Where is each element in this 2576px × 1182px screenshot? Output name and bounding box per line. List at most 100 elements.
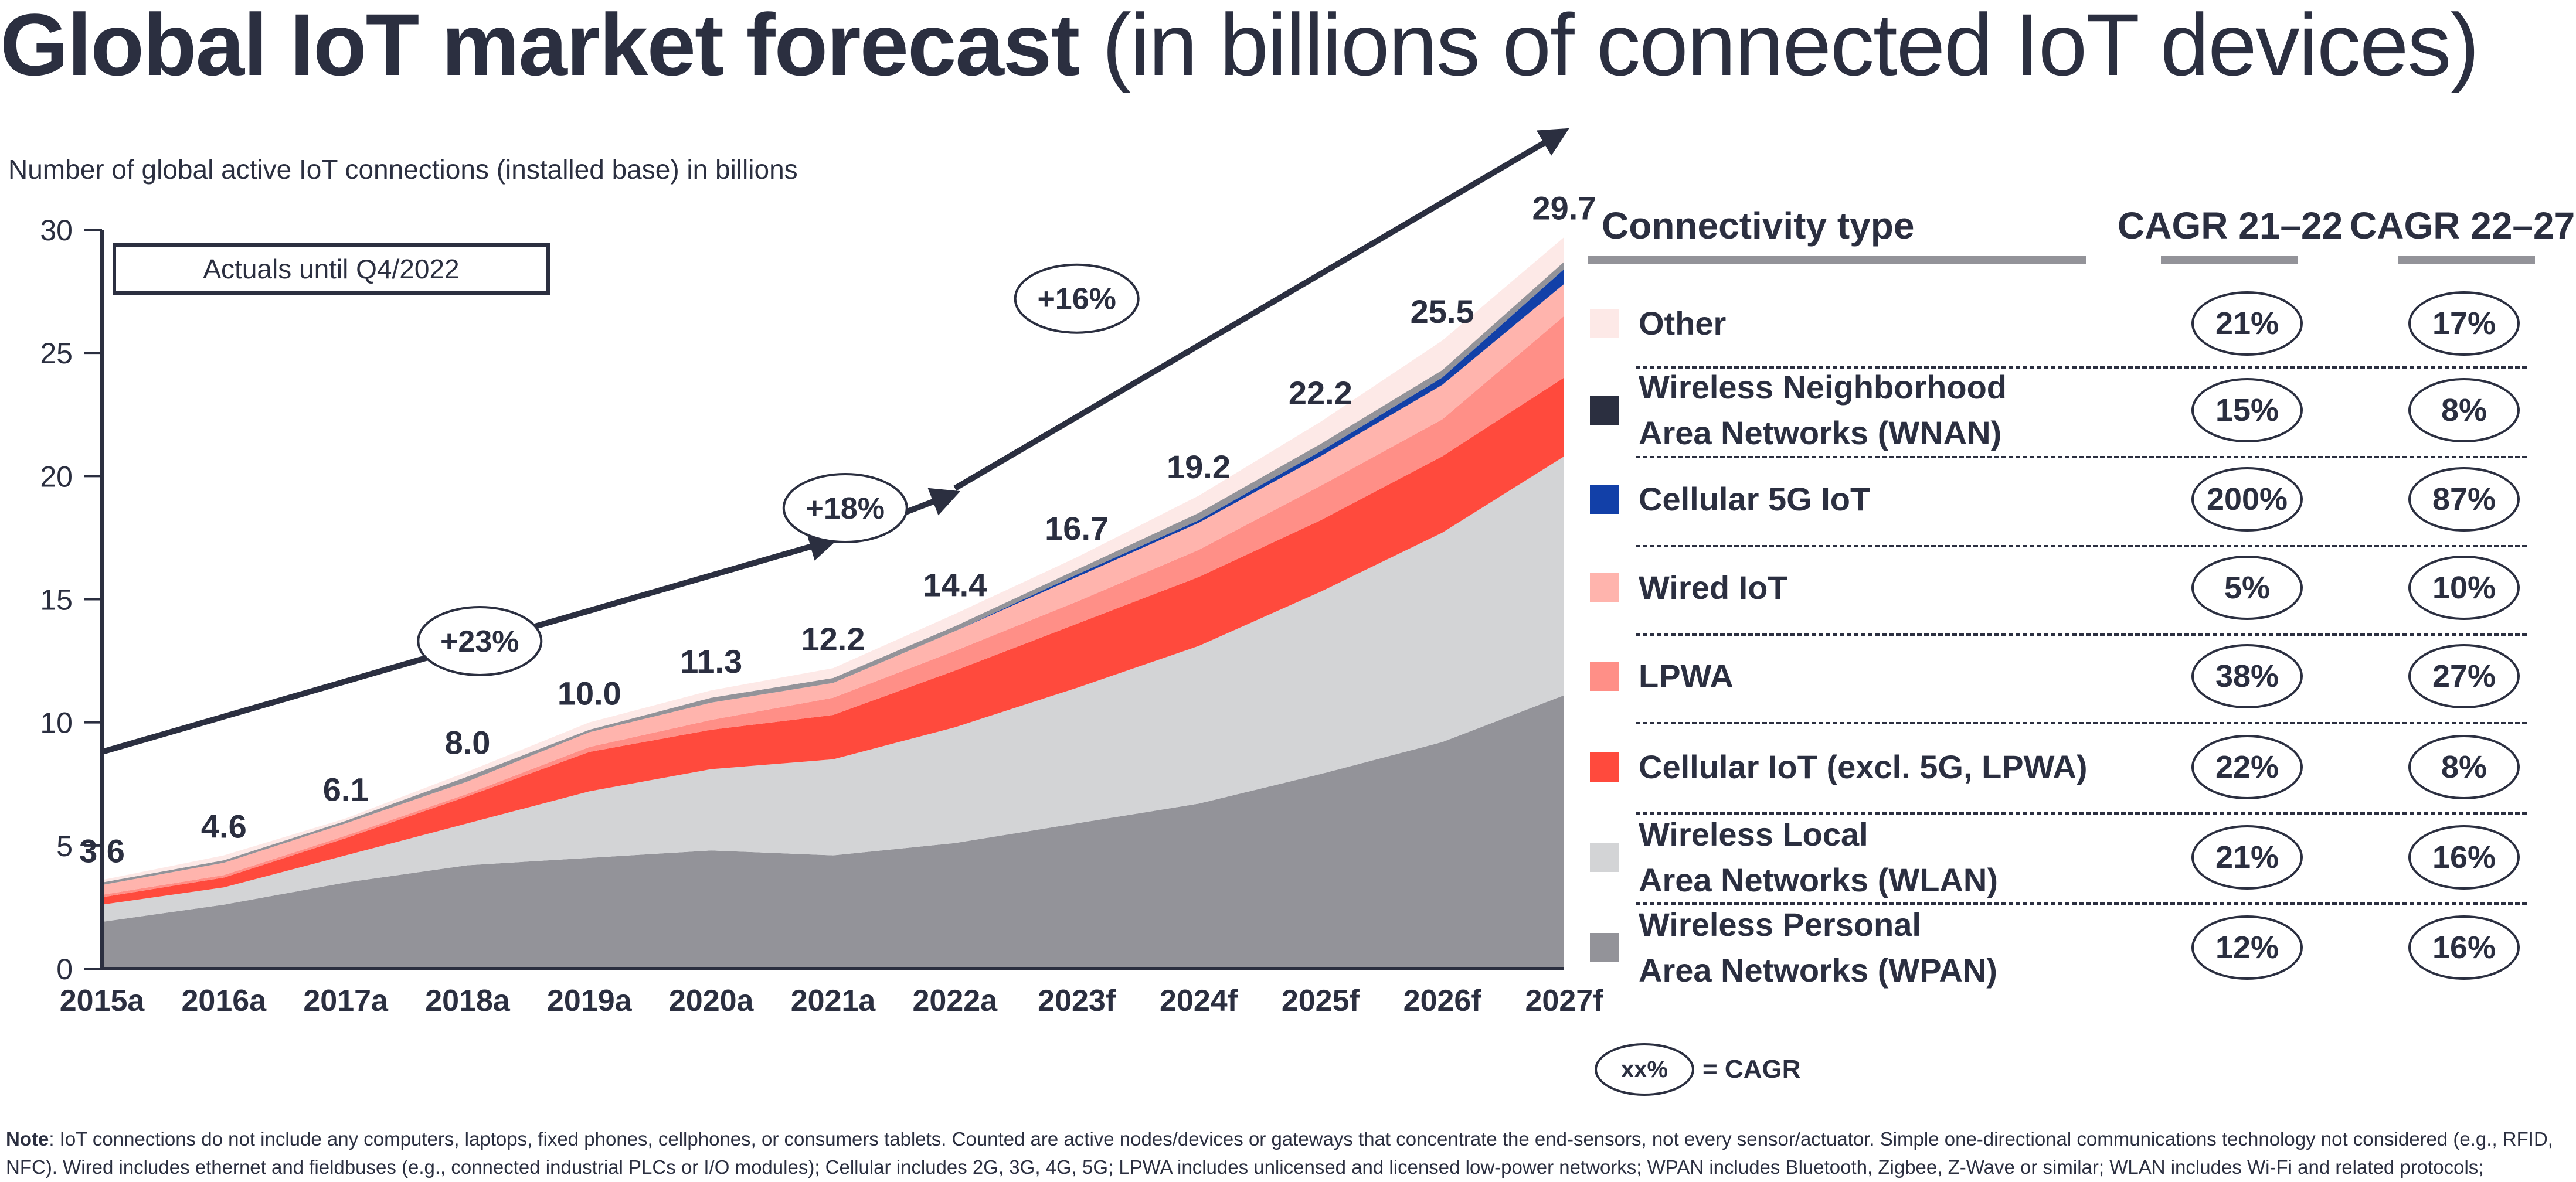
cagr-pill-cagr2: 16% bbox=[2408, 915, 2520, 980]
data-labels: 3.6 4.6 6.1 8.0 10.0 11.3 12.2 14.4 16.7 19.2 22.2… bbox=[79, 190, 1596, 870]
total-label: 8.0 bbox=[445, 724, 491, 761]
footnote-label: Note bbox=[6, 1128, 49, 1150]
legend-label: Wireless Neighborhood Area Networks (WNAN… bbox=[1639, 365, 2007, 456]
cagr-pill-cagr1: 200% bbox=[2191, 467, 2303, 532]
area-series-1 bbox=[102, 456, 1564, 922]
total-label: 10.0 bbox=[558, 675, 621, 712]
axes: 0 5 10 15 20 25 30 2015a 2016a 2017a 2018a 2019a 202… bbox=[40, 214, 1603, 1018]
legend-label: Wireless Local Area Networks (WLAN) bbox=[1639, 812, 1998, 903]
cagr-pill-cagr1: 21% bbox=[2191, 825, 2303, 890]
total-label: 4.6 bbox=[201, 808, 247, 845]
legend-swatch bbox=[1590, 843, 1619, 872]
stacked-areas bbox=[102, 237, 1564, 969]
cagr-pill-cagr1: 5% bbox=[2191, 556, 2303, 620]
cagr-pill-cagr2: 10% bbox=[2408, 556, 2520, 620]
footnote: Note: IoT connections do not include any… bbox=[6, 1125, 2574, 1181]
legend-swatch bbox=[1590, 933, 1619, 962]
x-tick-label: 2016a bbox=[182, 984, 267, 1018]
cagr-pill-cagr2: 8% bbox=[2408, 378, 2520, 442]
cagr-pill-cagr1: 21% bbox=[2191, 291, 2303, 356]
x-tick-label: 2018a bbox=[425, 984, 511, 1018]
x-tick-label: 2026f bbox=[1403, 984, 1482, 1018]
x-tick-label: 2025f bbox=[1282, 984, 1360, 1018]
actuals-box-label: Actuals until Q4/2022 bbox=[203, 254, 459, 284]
cagr-pill-cagr1: 15% bbox=[2191, 378, 2303, 442]
x-tick-label: 2015a bbox=[60, 984, 145, 1018]
y-tick-label: 25 bbox=[40, 337, 73, 370]
x-tick-label: 2027f bbox=[1525, 984, 1604, 1018]
cagr-arrows: +23% +18% +16% bbox=[101, 128, 1569, 755]
cagr-arrow-label: +23% bbox=[440, 625, 519, 659]
header-rule bbox=[1588, 256, 2086, 264]
legend-swatch bbox=[1590, 396, 1619, 425]
cagr-key-text: = CAGR bbox=[1702, 1055, 1801, 1084]
header-rule bbox=[2398, 256, 2535, 264]
area-series-0 bbox=[102, 695, 1564, 969]
total-label: 14.4 bbox=[923, 567, 987, 604]
page-title: Global IoT market forecast (in billions … bbox=[0, 0, 2480, 94]
y-tick-label: 10 bbox=[40, 707, 73, 740]
row-divider bbox=[1636, 456, 2527, 458]
legend-swatch bbox=[1590, 485, 1619, 514]
total-label: 3.6 bbox=[79, 833, 125, 870]
y-tick-label: 5 bbox=[56, 830, 73, 863]
cagr-pill-cagr1: 22% bbox=[2191, 735, 2303, 799]
legend-swatch bbox=[1590, 662, 1619, 691]
cagr-pill-cagr1: 12% bbox=[2191, 915, 2303, 980]
total-label: 19.2 bbox=[1167, 448, 1231, 485]
cagr-arrow-badge bbox=[417, 605, 543, 676]
x-tick-label: 2024f bbox=[1160, 984, 1238, 1018]
title-light: (in billions of connected IoT devices) bbox=[1079, 0, 2480, 94]
row-divider bbox=[1636, 633, 2527, 636]
legend-header-type: Connectivity type bbox=[1602, 205, 1915, 247]
cagr-pill-cagr2: 27% bbox=[2408, 644, 2520, 708]
actuals-box bbox=[113, 243, 550, 295]
x-tick-label: 2021a bbox=[791, 984, 876, 1018]
legend-label-line: Area Networks (WPAN) bbox=[1639, 952, 1997, 989]
legend-label-line: Area Networks (WNAN) bbox=[1639, 414, 2002, 451]
footnote-text: : IoT connections do not include any com… bbox=[6, 1128, 2553, 1178]
title-bold: Global IoT market forecast bbox=[0, 0, 1080, 94]
legend-label-line: Wired IoT bbox=[1639, 569, 1788, 606]
y-axis-title: Number of global active IoT connections … bbox=[8, 154, 798, 185]
legend-label-line: Cellular IoT (excl. 5G, LPWA) bbox=[1639, 748, 2088, 785]
cagr-key: xx% = CAGR bbox=[1595, 1043, 1800, 1096]
y-tick-label: 20 bbox=[40, 460, 73, 493]
cagr-pill-cagr2: 16% bbox=[2408, 825, 2520, 890]
x-tick-label: 2020a bbox=[669, 984, 755, 1018]
total-label: 16.7 bbox=[1045, 510, 1109, 547]
header-rule bbox=[2161, 256, 2298, 264]
legend-label-line: LPWA bbox=[1639, 658, 1734, 694]
x-tick-label: 2019a bbox=[547, 984, 633, 1018]
cagr-pill-cagr2: 8% bbox=[2408, 735, 2520, 799]
total-label: 25.5 bbox=[1411, 293, 1474, 330]
legend-swatch bbox=[1590, 752, 1619, 782]
row-divider bbox=[1636, 366, 2527, 369]
legend-label-line: Wireless Personal bbox=[1639, 906, 1921, 943]
legend-swatch bbox=[1590, 573, 1619, 602]
legend-header-cagr2: CAGR 22–27 bbox=[2350, 205, 2575, 247]
cagr-arrow-badge bbox=[1014, 263, 1140, 334]
cagr-arrow-label: +16% bbox=[1037, 282, 1116, 316]
row-divider bbox=[1636, 722, 2527, 724]
total-label: 29.7 bbox=[1532, 190, 1596, 227]
legend-label: Wireless Personal Area Networks (WPAN) bbox=[1639, 902, 1997, 993]
total-label: 11.3 bbox=[680, 643, 742, 680]
legend-label: LPWA bbox=[1639, 653, 1734, 699]
legend-label: Cellular IoT (excl. 5G, LPWA) bbox=[1639, 744, 2088, 790]
legend-label-line: Wireless Local bbox=[1639, 816, 1868, 853]
total-label: 6.1 bbox=[323, 771, 369, 808]
cagr-arrow-badge bbox=[782, 472, 908, 543]
legend-header-cagr1: CAGR 21–22 bbox=[2118, 205, 2343, 247]
legend-label-line: Other bbox=[1639, 305, 1727, 342]
y-tick-label: 0 bbox=[56, 953, 73, 986]
x-tick-label: 2017a bbox=[303, 984, 389, 1018]
legend-label-line: Area Networks (WLAN) bbox=[1639, 861, 1998, 898]
y-tick-label: 30 bbox=[40, 214, 73, 247]
row-divider bbox=[1636, 545, 2527, 547]
legend-label-line: Cellular 5G IoT bbox=[1639, 481, 1871, 517]
legend-label: Wired IoT bbox=[1639, 565, 1788, 611]
row-divider bbox=[1636, 902, 2527, 905]
x-tick-label: 2022a bbox=[913, 984, 998, 1018]
